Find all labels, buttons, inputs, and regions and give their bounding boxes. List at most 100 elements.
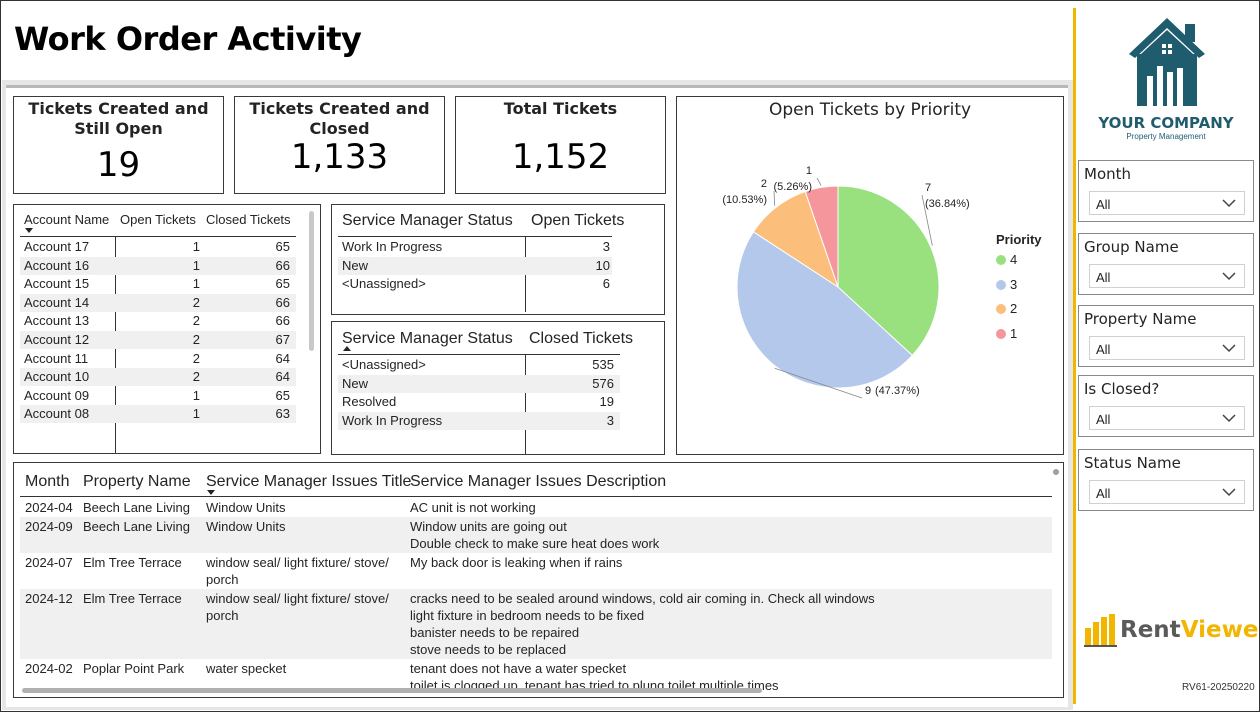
closed-tickets-cell: 3 <box>606 412 614 428</box>
table-row[interactable]: Resolved 19 <box>338 393 620 411</box>
table-row[interactable]: 2024-12 Elm Tree Terrace window seal/ ligh… <box>20 589 1052 659</box>
status-cell: Resolved <box>342 394 397 410</box>
issue-description-line: cracks need to be sealed around windows,… <box>410 591 875 606</box>
horizontal-scrollbar[interactable] <box>22 688 762 693</box>
col-header-month[interactable]: Month <box>25 473 70 490</box>
closed-status-table[interactable]: Service Manager Status Closed Tickets <U… <box>331 321 665 455</box>
kpi-card-total[interactable]: Total Tickets 1,152 <box>455 96 666 194</box>
account-name-cell: Account 16 <box>24 257 90 273</box>
table-row[interactable]: Work In Progress 3 <box>338 238 612 256</box>
col-header-status[interactable]: Service Manager Status <box>342 330 513 347</box>
legend-swatch <box>996 328 1006 339</box>
company-logo-icon <box>1129 18 1205 106</box>
table-row[interactable]: Work In Progress 3 <box>338 411 620 430</box>
col-header-status[interactable]: Service Manager Status <box>342 212 513 229</box>
slicer-dropdown[interactable]: All <box>1089 191 1245 215</box>
pie-slice-priority-3[interactable] <box>736 231 914 389</box>
legend-swatch <box>996 304 1006 314</box>
legend-item-priority-4[interactable]: 4 <box>996 252 1046 268</box>
table-row[interactable]: Account 08 1 63 <box>20 405 296 424</box>
leader-line <box>774 367 863 399</box>
legend-item-priority-3[interactable]: 3 <box>996 277 1046 293</box>
table-row[interactable]: Account 15 1 65 <box>20 275 296 293</box>
open-tickets-cell: 1 <box>192 406 200 422</box>
closed-tickets-cell: 64 <box>275 369 290 385</box>
legend-item-priority-1[interactable]: 1 <box>996 326 1046 342</box>
table-row[interactable]: New 10 <box>338 256 612 275</box>
issue-description-line: tenant does not have a water specket <box>410 661 627 676</box>
table-row[interactable]: Account 09 1 65 <box>20 387 296 405</box>
table-row[interactable] <box>20 424 296 434</box>
open-tickets-cell: 2 <box>192 350 200 366</box>
account-table[interactable]: Account Name Open Tickets Closed Tickets… <box>13 204 321 454</box>
legend-item-priority-2[interactable]: 2 <box>996 301 1046 317</box>
col-header-closed-tickets[interactable]: Closed Tickets <box>206 212 291 227</box>
col-header-issue-description[interactable]: Service Manager Issues Description <box>410 473 667 490</box>
col-header-account-name[interactable]: Account Name <box>24 212 110 227</box>
col-header-closed-tickets[interactable]: Closed Tickets <box>529 330 634 347</box>
table-row[interactable]: New 576 <box>338 374 620 393</box>
rentviewer-bars-icon <box>1084 614 1117 647</box>
table-row[interactable]: <Unassigned> 535 <box>338 356 620 374</box>
status-cell: <Unassigned> <box>342 276 426 292</box>
pie-slice-priority-1[interactable] <box>804 185 839 288</box>
slicer-label: Group Name <box>1084 238 1179 256</box>
property-cell: Elm Tree Terrace <box>83 555 182 570</box>
header-divider <box>20 496 1052 497</box>
legend-title: Priority <box>996 232 1042 247</box>
property-cell: Beech Lane Living <box>83 500 190 515</box>
slicer-dropdown[interactable]: All <box>1089 336 1245 360</box>
rentviewer-logo-text: RentViewer <box>1120 617 1260 643</box>
chevron-down-icon <box>1222 272 1236 281</box>
slicer-label: Is Closed? <box>1084 380 1160 398</box>
table-row[interactable]: <Unassigned> 6 <box>338 275 612 293</box>
table-row[interactable]: Account 17 1 65 <box>20 238 296 256</box>
sidebar-divider <box>1073 8 1076 704</box>
col-header-open-tickets[interactable]: Open Tickets <box>531 212 625 229</box>
issue-description-line: banister needs to be repaired <box>410 625 580 640</box>
kpi-value: 19 <box>96 145 141 185</box>
chevron-down-icon <box>1222 199 1236 208</box>
leader-line <box>816 177 822 186</box>
closed-tickets-cell: 65 <box>275 387 290 403</box>
open-status-table[interactable]: Service Manager Status Open Tickets Work… <box>331 204 665 315</box>
kpi-label: Tickets Created and Still Open <box>28 99 209 138</box>
table-row[interactable]: Account 12 2 67 <box>20 331 296 349</box>
account-name-cell: Account 08 <box>24 406 90 422</box>
status-cell: Work In Progress <box>342 412 443 428</box>
scroll-indicator[interactable] <box>1053 469 1059 475</box>
slicer-dropdown[interactable]: All <box>1089 264 1245 288</box>
status-cell: New <box>342 257 369 273</box>
month-cell: 2024-09 <box>25 519 73 534</box>
kpi-card-still-open[interactable]: Tickets Created and Still Open 19 <box>13 96 224 194</box>
table-row[interactable]: 2024-07 Elm Tree Terrace window seal/ ligh… <box>20 553 1052 589</box>
vertical-scrollbar[interactable] <box>309 211 314 351</box>
col-header-open-tickets[interactable]: Open Tickets <box>120 212 196 227</box>
closed-tickets-cell: 65 <box>275 239 290 254</box>
table-row[interactable]: Account 11 2 64 <box>20 350 296 368</box>
table-row[interactable]: 2024-04 Beech Lane Living Window Units AC u… <box>20 498 1052 517</box>
priority-pie-chart[interactable]: Open Tickets by Priority 7 (36.84%) 9 (47.3… <box>676 96 1064 455</box>
kpi-value: 1,152 <box>511 137 610 177</box>
kpi-card-closed[interactable]: Tickets Created and Closed 1,133 <box>234 96 445 194</box>
table-row[interactable]: Account 10 2 64 <box>20 368 296 387</box>
pie-slice-priority-4[interactable] <box>837 185 940 357</box>
data-label-value: 9 <box>865 385 871 397</box>
slicer-dropdown[interactable]: All <box>1089 406 1245 430</box>
table-row[interactable]: Account 14 2 66 <box>20 293 296 312</box>
data-label-percent: (36.84%) <box>925 198 970 210</box>
slicer-dropdown[interactable]: All <box>1089 480 1245 504</box>
open-tickets-cell: 1 <box>192 239 200 254</box>
slicer-is-closed: Is Closed? All <box>1078 375 1254 437</box>
issues-table[interactable]: Month Property Name Service Manager Issu… <box>13 462 1064 698</box>
open-tickets-cell: 2 <box>192 369 200 385</box>
status-cell: New <box>342 375 369 391</box>
table-row[interactable]: Account 13 2 66 <box>20 312 296 330</box>
chevron-down-icon <box>1222 344 1236 353</box>
table-row[interactable]: 2024-09 Beech Lane Living Window Units Wind… <box>20 517 1052 553</box>
table-row[interactable]: Account 16 1 66 <box>20 256 296 275</box>
slicer-label: Month <box>1084 165 1132 183</box>
col-header-issue-title[interactable]: Service Manager Issues Title <box>206 473 412 490</box>
col-header-property[interactable]: Property Name <box>83 473 191 490</box>
issue-title-line: Window Units <box>206 500 286 515</box>
